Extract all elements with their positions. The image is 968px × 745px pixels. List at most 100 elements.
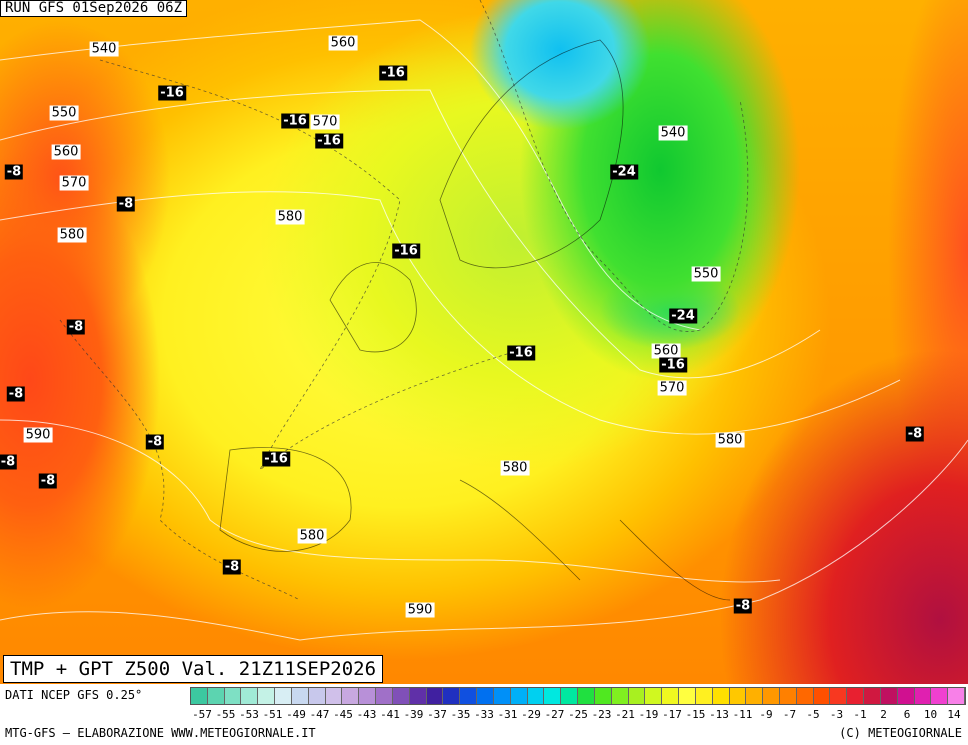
height-label: 580 bbox=[57, 227, 87, 243]
scale-label: -53 bbox=[239, 708, 259, 721]
temperature-label: -8 bbox=[222, 559, 242, 575]
color-swatch bbox=[931, 688, 949, 704]
credit: MTG-GFS — ELABORAZIONE WWW.METEOGIORNALE… bbox=[5, 726, 316, 740]
map-title: TMP + GPT Z500 Val. 21Z11SEP2026 bbox=[3, 655, 384, 683]
isotherm-line bbox=[99, 59, 521, 471]
scale-label: -3 bbox=[829, 708, 844, 721]
color-swatch bbox=[325, 688, 343, 704]
color-swatch bbox=[729, 688, 747, 704]
color-swatch bbox=[544, 688, 562, 704]
data-source: DATI NCEP GFS 0.25° bbox=[5, 688, 143, 702]
scale-label: -29 bbox=[521, 708, 541, 721]
height-label: 540 bbox=[89, 41, 119, 57]
color-scale bbox=[190, 687, 966, 705]
color-swatch bbox=[746, 688, 764, 704]
isotherm-line bbox=[479, 0, 749, 332]
color-swatch bbox=[712, 688, 730, 704]
color-swatch bbox=[342, 688, 360, 704]
height-label: 570 bbox=[657, 380, 687, 396]
color-swatch bbox=[695, 688, 713, 704]
scale-label: -37 bbox=[427, 708, 447, 721]
height-label: 560 bbox=[651, 343, 681, 359]
temperature-label: -16 bbox=[379, 65, 407, 81]
color-swatch bbox=[628, 688, 646, 704]
color-swatch bbox=[611, 688, 629, 704]
height-label: 590 bbox=[405, 602, 435, 618]
color-swatch bbox=[291, 688, 309, 704]
isotherm-line bbox=[59, 319, 301, 601]
color-swatch bbox=[847, 688, 865, 704]
scale-label: -7 bbox=[782, 708, 797, 721]
scale-label: -57 bbox=[192, 708, 212, 721]
temperature-label: -8 bbox=[6, 386, 26, 402]
contour-line bbox=[0, 419, 781, 583]
color-swatch bbox=[224, 688, 242, 704]
temperature-label: -16 bbox=[158, 85, 186, 101]
color-swatch bbox=[191, 688, 208, 704]
color-swatch bbox=[275, 688, 292, 704]
color-scale-labels: -57 -55 -53 -51 -49 -47 -45 -43 -41 -39 -37 -35 -33-… bbox=[190, 708, 966, 722]
scale-label: -9 bbox=[759, 708, 773, 721]
color-swatch bbox=[409, 688, 427, 704]
copyright: (C) METEOGIORNALE bbox=[839, 726, 962, 740]
height-label: 580 bbox=[500, 460, 530, 476]
contour-line bbox=[0, 439, 968, 641]
temperature-label: -8 bbox=[905, 426, 925, 442]
temperature-label: -8 bbox=[145, 434, 165, 450]
temperature-label: -16 bbox=[659, 357, 687, 373]
height-label: 540 bbox=[658, 125, 688, 141]
color-swatch bbox=[948, 688, 966, 704]
color-swatch bbox=[443, 688, 461, 704]
color-swatch bbox=[779, 688, 797, 704]
color-swatch bbox=[578, 688, 595, 704]
coastline bbox=[439, 39, 624, 269]
color-swatch bbox=[527, 688, 545, 704]
scale-label: -31 bbox=[497, 708, 518, 721]
scale-label: -23 bbox=[591, 708, 612, 721]
height-label: 590 bbox=[23, 427, 53, 443]
scale-label: -35 bbox=[450, 708, 471, 721]
color-swatch bbox=[880, 688, 898, 704]
scale-label: 6 bbox=[903, 708, 911, 721]
temperature-label: -8 bbox=[4, 164, 24, 180]
contour-line bbox=[0, 191, 901, 435]
height-label: 580 bbox=[297, 528, 327, 544]
color-swatch bbox=[258, 688, 276, 704]
scale-label: -1 bbox=[853, 708, 867, 721]
color-swatch bbox=[392, 688, 410, 704]
height-label: 560 bbox=[51, 144, 81, 160]
color-swatch bbox=[645, 688, 663, 704]
color-swatch bbox=[561, 688, 579, 704]
color-swatch bbox=[510, 688, 528, 704]
color-swatch bbox=[426, 688, 444, 704]
temperature-label: -8 bbox=[0, 454, 18, 470]
height-label: 580 bbox=[715, 432, 745, 448]
temperature-label: -16 bbox=[507, 345, 535, 361]
color-swatch bbox=[594, 688, 612, 704]
scale-label: 2 bbox=[880, 708, 887, 721]
scale-label: -27 bbox=[544, 708, 565, 721]
contour-line bbox=[0, 19, 701, 331]
color-swatch bbox=[914, 688, 932, 704]
scale-label: -25 bbox=[568, 708, 588, 721]
height-label: 550 bbox=[49, 105, 79, 121]
scale-label: -45 bbox=[333, 708, 353, 721]
scale-label: -39 bbox=[403, 708, 424, 721]
temperature-label: -16 bbox=[281, 113, 309, 129]
color-swatch bbox=[376, 688, 393, 704]
scale-label: -11 bbox=[732, 708, 753, 721]
scale-label: -41 bbox=[380, 708, 400, 721]
temperature-label: -16 bbox=[315, 133, 343, 149]
height-label: 560 bbox=[328, 35, 358, 51]
scale-label: -49 bbox=[286, 708, 306, 721]
scale-label: -13 bbox=[709, 708, 729, 721]
color-swatch bbox=[477, 688, 494, 704]
scale-label: -55 bbox=[215, 708, 236, 721]
temperature-label: -8 bbox=[116, 196, 136, 212]
height-label: 580 bbox=[275, 209, 305, 225]
height-label: 550 bbox=[691, 266, 721, 282]
scale-label: -15 bbox=[685, 708, 706, 721]
color-swatch bbox=[308, 688, 326, 704]
coastline bbox=[219, 447, 352, 552]
